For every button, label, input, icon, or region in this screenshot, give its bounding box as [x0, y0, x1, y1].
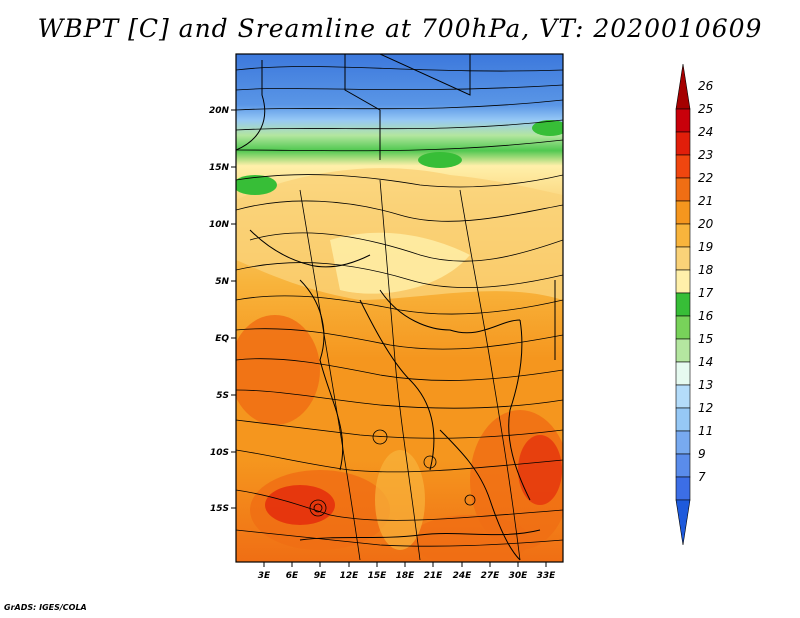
wbpt-17-patch-central [418, 152, 462, 168]
colorbar-swatch [675, 338, 691, 363]
lat-label-10n: 10N [209, 220, 230, 230]
grads-credit: GrADS: IGES/COLA [4, 603, 87, 612]
colorbar-swatch [675, 108, 691, 133]
lon-label-27e: 27E [481, 571, 501, 581]
wbpt-22-southeast [410, 515, 530, 562]
map-plot-area [236, 54, 563, 562]
colorbar-swatch [675, 315, 691, 340]
colorbar-swatch [675, 63, 691, 110]
colorbar-label: 24 [698, 125, 713, 139]
colorbar-label: 17 [698, 286, 714, 300]
lat-label-15s: 15S [210, 504, 229, 514]
latitude-axis: 20N 15N 10N 5N EQ 5S 10S 15S [209, 106, 236, 514]
lon-label-15e: 15E [368, 571, 388, 581]
lat-label-5s: 5S [216, 391, 229, 401]
colorbar-swatch [675, 476, 691, 501]
colorbar-label: 15 [698, 332, 713, 346]
colorbar-swatch [675, 177, 691, 202]
colorbar-label: 12 [698, 401, 713, 415]
colorbar-swatch [675, 430, 691, 455]
wbpt-18-region [330, 232, 470, 294]
streamlines [236, 66, 563, 561]
colorbar-swatch [675, 131, 691, 156]
colorbar-swatch [675, 246, 691, 271]
colorbar-label: 18 [698, 263, 714, 277]
colorbar-label: 9 [698, 447, 706, 461]
lon-label-21e: 21E [424, 571, 444, 581]
colorbar-swatch [675, 384, 691, 409]
colorbar-label: 22 [698, 171, 713, 185]
colorbar-swatch [675, 223, 691, 248]
wbpt-17-patch-east [532, 120, 563, 136]
colorbar-label: 16 [698, 309, 714, 323]
colorbar-label: 7 [698, 470, 706, 484]
colorbar-swatch [675, 200, 691, 225]
map-title: WBPT [C] and Sreamline at 700hPa, VT: 20… [37, 14, 763, 43]
country-borders [236, 54, 556, 561]
lon-label-24e: 24E [453, 571, 473, 581]
lat-label-20n: 20N [209, 106, 230, 116]
colorbar-label: 14 [698, 355, 713, 369]
lat-label-eq: EQ [215, 334, 229, 344]
map-frame [235, 53, 564, 563]
colorbar-swatch [675, 361, 691, 386]
lon-label-9e: 9E [314, 571, 327, 581]
lon-label-30e: 30E [509, 571, 529, 581]
colorbar-label: 23 [698, 148, 713, 162]
colorbar-swatch [675, 499, 691, 546]
lat-label-15n: 15N [209, 163, 230, 173]
colorbar-label: 13 [698, 378, 713, 392]
lon-label-33e: 33E [537, 571, 557, 581]
lat-label-10s: 10S [210, 448, 229, 458]
lat-label-5n: 5N [215, 277, 229, 287]
colorbar-swatch [675, 269, 691, 294]
colorbar-label: 25 [698, 102, 713, 116]
colorbar-label: 21 [698, 194, 713, 208]
wbpt-17-patch-west [236, 175, 277, 195]
colorbar-label: 26 [698, 79, 714, 93]
longitude-axis: 3E 6E 9E 12E 15E 18E 21E 24E 27E 30E 33E [258, 562, 556, 581]
colorbar-label: 11 [698, 424, 713, 438]
colorbar-swatch [675, 154, 691, 179]
colorbar-swatch [675, 453, 691, 478]
colorbar-label: 20 [698, 217, 714, 231]
lon-label-12e: 12E [340, 571, 360, 581]
lon-label-6e: 6E [286, 571, 299, 581]
wbpt-23-east [518, 435, 562, 505]
colorbar-label: 19 [698, 240, 713, 254]
colorbar-swatch [675, 292, 691, 317]
wbpt-22-west [236, 315, 320, 425]
lon-label-3e: 3E [258, 571, 271, 581]
lon-label-18e: 18E [396, 571, 416, 581]
colorbar: 26 25 24 23 22 21 20 19 18 17 16 15 14 13 12 11 9 7 [675, 63, 714, 546]
wbpt-20-interior [375, 450, 425, 550]
colorbar-swatch [675, 407, 691, 432]
